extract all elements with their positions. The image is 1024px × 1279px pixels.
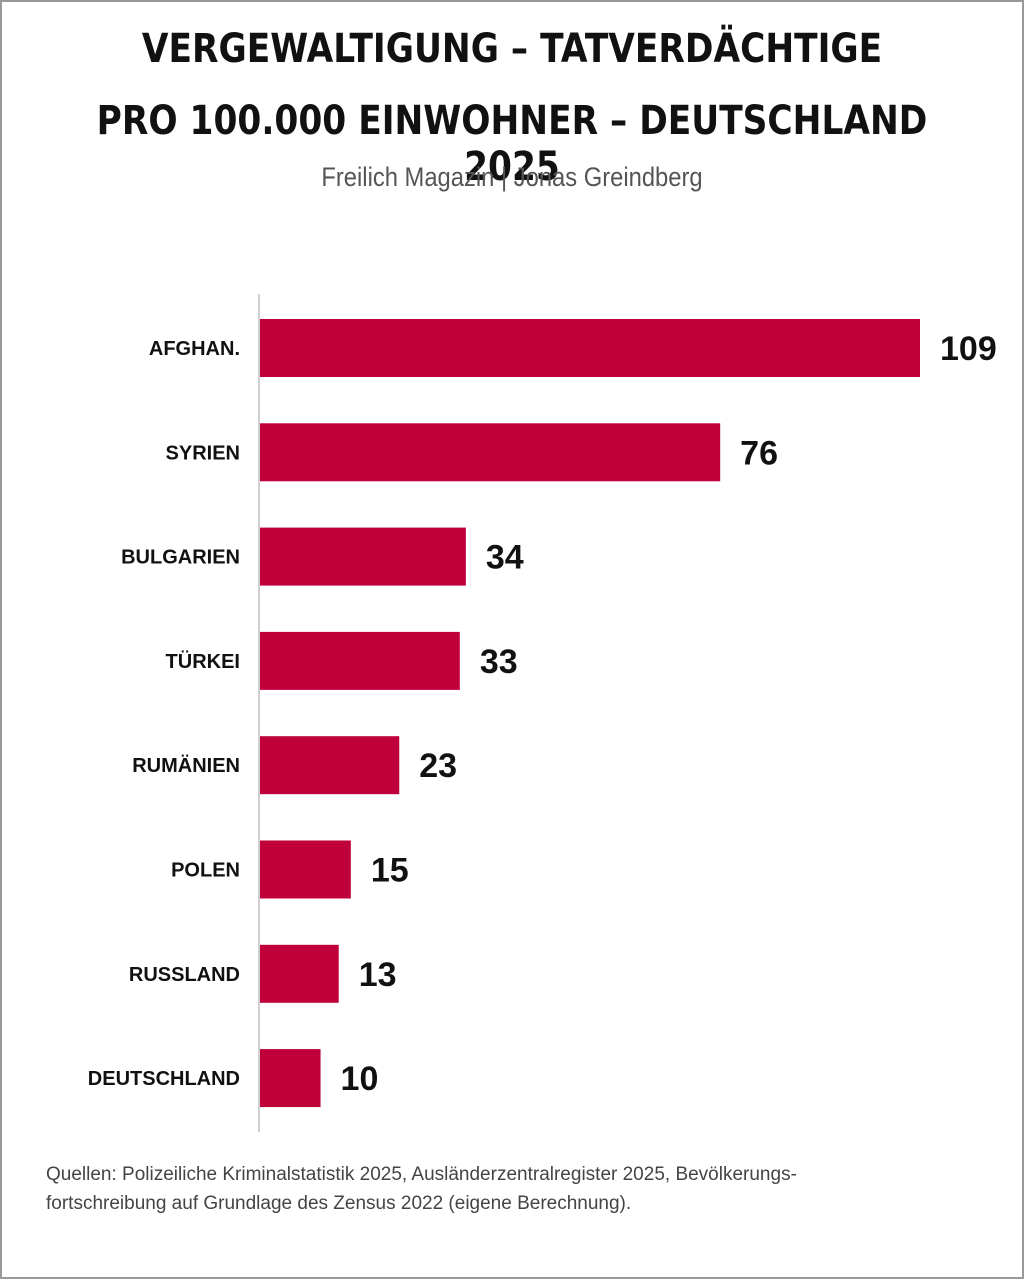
bar xyxy=(260,840,351,899)
chart-subtitle: Freilich Magazin | Jonas Greindberg xyxy=(321,162,703,192)
category-label: POLEN xyxy=(171,860,240,882)
source-line-2: fortschreibung auf Grundlage des Zensus … xyxy=(46,1193,632,1214)
category-label: RUSSLAND xyxy=(129,964,240,986)
data-label: 23 xyxy=(419,747,457,785)
source-line-1: Quellen: Polizeiliche Kriminalstatistik … xyxy=(46,1164,797,1185)
data-label: 76 xyxy=(740,434,778,472)
bar xyxy=(260,631,460,690)
category-label: AFGHAN. xyxy=(149,338,240,360)
data-label: 13 xyxy=(359,956,397,994)
data-label: 33 xyxy=(480,643,518,681)
category-label: SYRIEN xyxy=(166,442,240,464)
category-label: DEUTSCHLAND xyxy=(88,1068,240,1090)
data-label: 34 xyxy=(486,539,524,577)
data-label: 109 xyxy=(940,330,997,368)
bar-chart: AFGHAN. 109 SYRIEN 76 BULGARIEN 34 TÜRKEI 33 RUM… xyxy=(88,294,997,1132)
source-note: Quellen: Polizeiliche Kriminalstatistik … xyxy=(46,1160,946,1218)
bar xyxy=(260,319,920,377)
bar xyxy=(260,527,466,586)
category-label: TÜRKEI xyxy=(166,650,240,673)
data-label: 15 xyxy=(371,852,409,890)
chart-title-line-2: PRO 100.000 EINWOHNER – DEUTSCHLAND 2025 xyxy=(96,98,928,190)
bar xyxy=(260,944,339,1003)
category-label: BULGARIEN xyxy=(121,547,240,569)
bar xyxy=(260,1049,321,1108)
bar xyxy=(260,736,400,795)
category-label: RUMÄNIEN xyxy=(132,754,240,777)
bar xyxy=(260,423,721,482)
data-label: 10 xyxy=(341,1060,379,1098)
chart-title-line-1: VERGEWALTIGUNG – TATVERDÄCHTIGE xyxy=(141,26,883,72)
